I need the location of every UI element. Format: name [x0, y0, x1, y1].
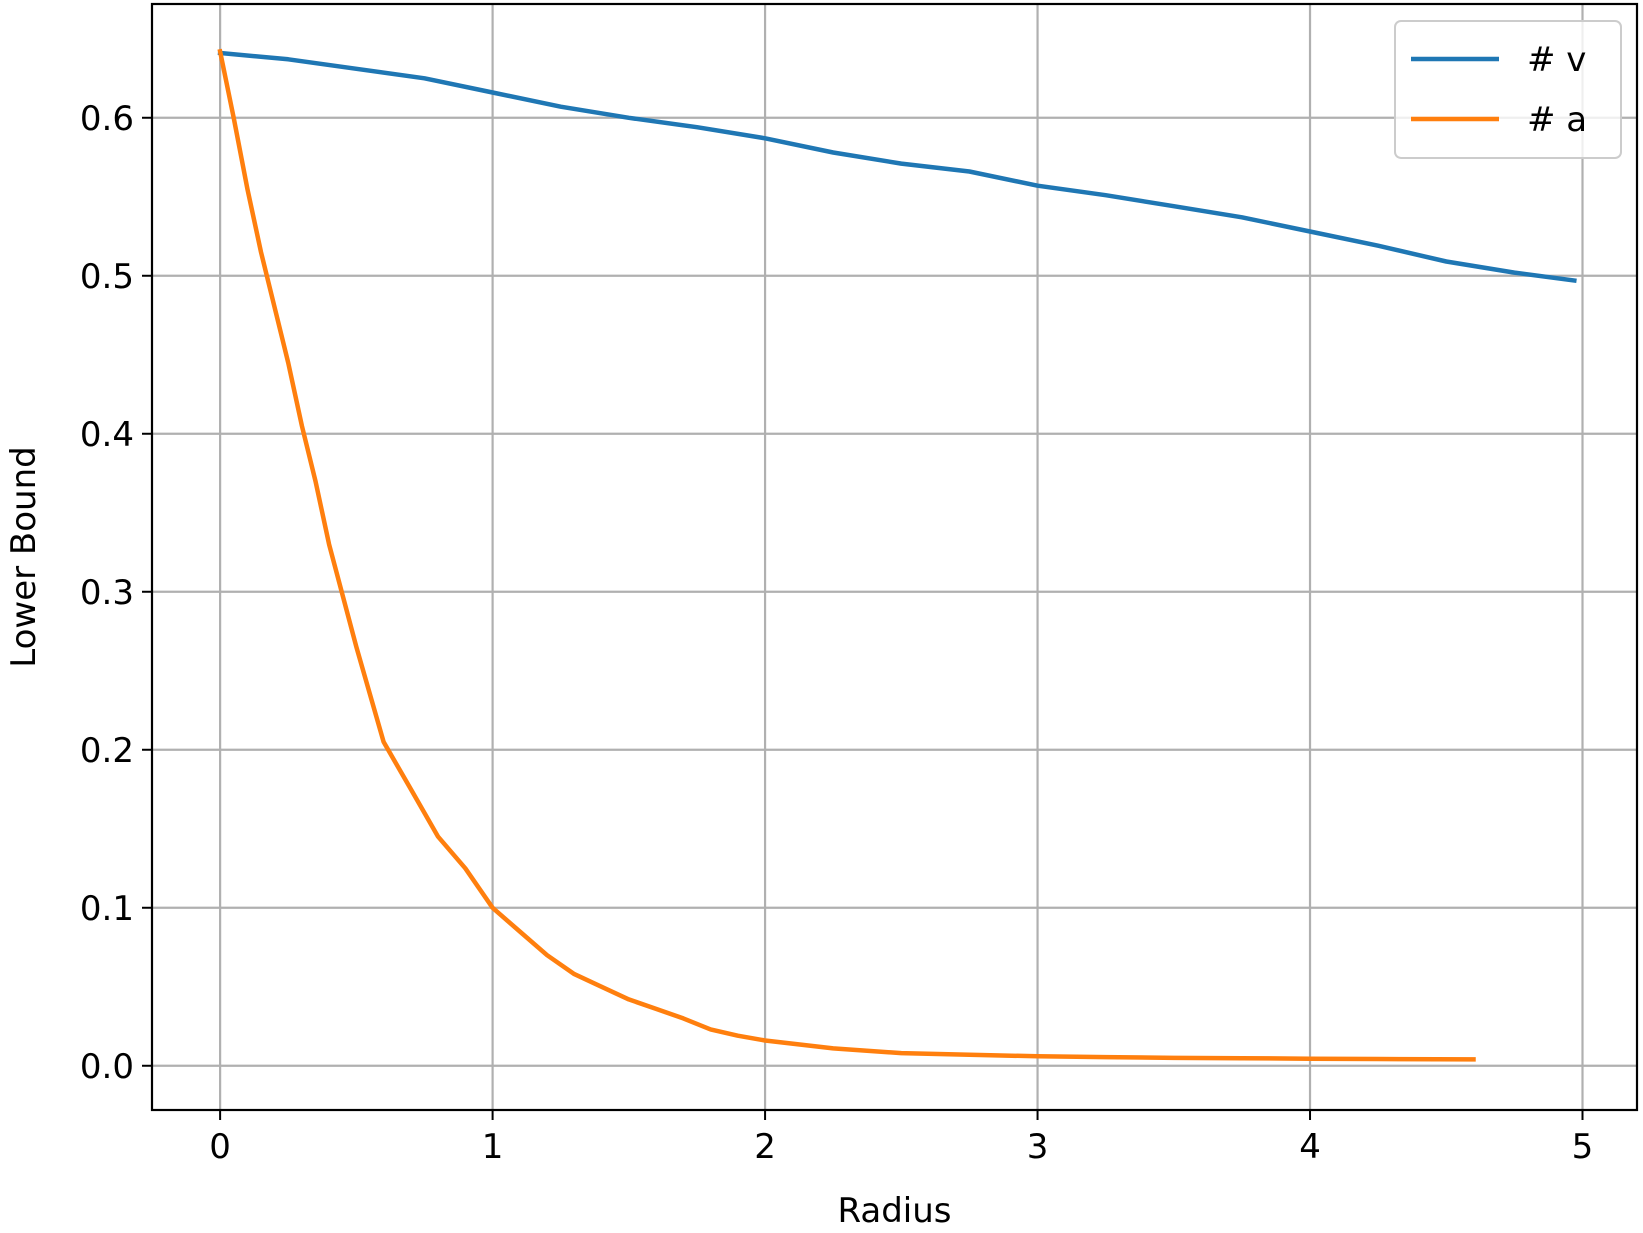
- y-tick-label: 0.0: [80, 1047, 134, 1087]
- y-tick-label: 0.1: [80, 889, 134, 929]
- legend-label-v: # v: [1527, 40, 1586, 80]
- legend-label-a: # a: [1527, 100, 1587, 140]
- x-tick-label: 5: [1572, 1127, 1594, 1167]
- series-lines: [217, 48, 1577, 1062]
- axis-ticks: 0 1 2 3 4 5 0.0 0.1 0.2 0.3 0.4 0.5 0.6: [80, 99, 1593, 1167]
- legend: # v # a: [1394, 20, 1622, 159]
- x-tick-label: 4: [1299, 1127, 1321, 1167]
- y-tick-label: 0.2: [80, 731, 134, 771]
- y-tick-label: 0.6: [80, 99, 134, 139]
- y-tick-label: 0.5: [80, 257, 134, 297]
- series-line-a: [217, 48, 1476, 1062]
- grid: [152, 4, 1637, 1110]
- x-tick-label: 3: [1027, 1127, 1049, 1167]
- y-axis-label: Lower Bound: [4, 446, 44, 667]
- y-tick-label: 0.3: [80, 573, 134, 613]
- x-tick-label: 1: [482, 1127, 504, 1167]
- plot-area-frame: [150, 2, 1639, 1112]
- series-line-v: [217, 50, 1577, 284]
- x-tick-label: 2: [754, 1127, 776, 1167]
- x-tick-label: 0: [209, 1127, 231, 1167]
- y-tick-label: 0.4: [80, 415, 134, 455]
- legend-box: [1394, 20, 1622, 159]
- x-axis-label: Radius: [837, 1191, 951, 1229]
